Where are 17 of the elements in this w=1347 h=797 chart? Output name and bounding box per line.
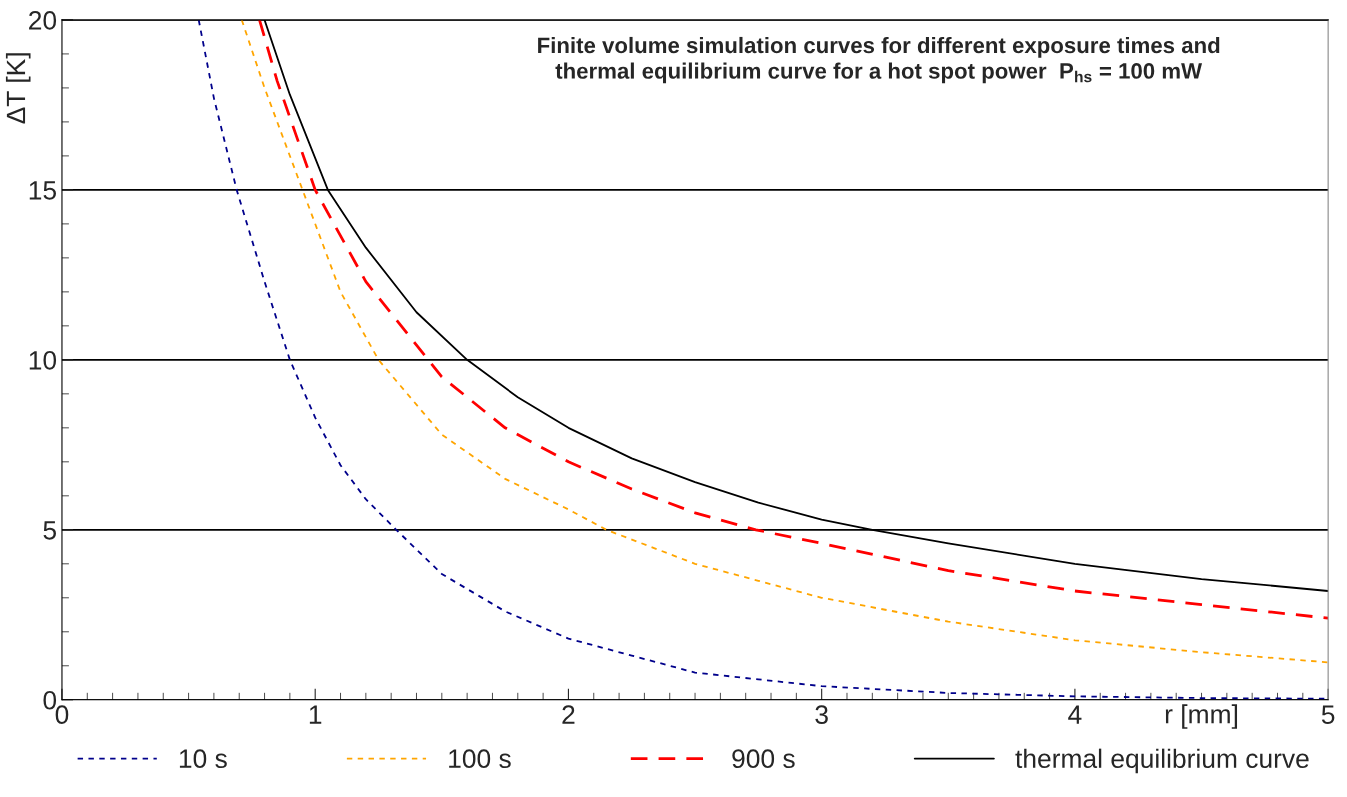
y-tick-label: 15 xyxy=(29,181,56,200)
legend-label: 100 s xyxy=(449,749,511,769)
y-axis-title: ΔT [K] xyxy=(5,53,31,124)
x-tick-label: 1 xyxy=(309,705,322,724)
x-tick-label: 3 xyxy=(815,705,828,725)
text: Finite volume simulation curves for different exposure times and thermal equilibrium curve for a hot spot power P$_{hs}$ = 100 mW xyxy=(538,36,1220,84)
legend-label: 900 s xyxy=(732,749,795,769)
x-tick-label: 5 xyxy=(1321,705,1335,725)
y-tick-label: 20 xyxy=(29,11,57,30)
x-axis-title: r [mm] xyxy=(1165,704,1238,729)
legend-label: thermal equilibrium curve xyxy=(1015,748,1309,774)
x-tick-label: 2 xyxy=(562,705,575,724)
y-tick-label: 10 xyxy=(29,350,57,370)
y-tick-label: 5 xyxy=(43,521,56,540)
x-tick-label: 4 xyxy=(1068,705,1082,724)
legend-label: 10 s xyxy=(179,749,227,769)
y-tick-label: 0 xyxy=(43,690,57,710)
